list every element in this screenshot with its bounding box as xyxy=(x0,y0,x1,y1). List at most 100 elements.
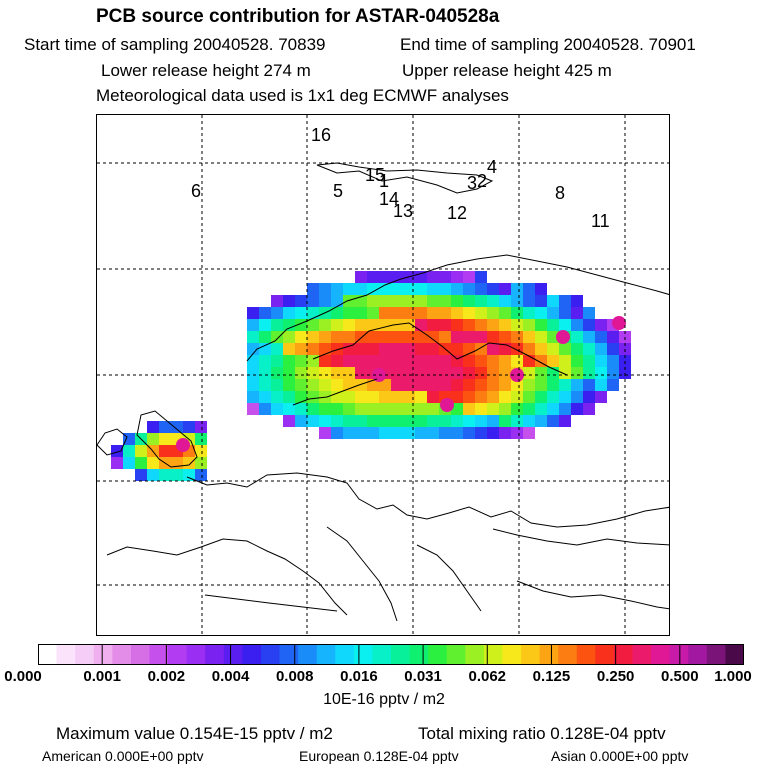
plume-cell xyxy=(391,403,403,415)
plume-cell xyxy=(331,295,343,307)
plume-cell xyxy=(307,367,319,379)
plume-cell xyxy=(195,445,207,457)
plume-cell xyxy=(427,331,439,343)
plume-cell xyxy=(391,379,403,391)
concentration-field xyxy=(111,271,631,481)
colorbar-unit: 10E-16 pptv / m2 xyxy=(323,691,445,708)
plume-cell xyxy=(427,427,439,439)
plume-cell xyxy=(123,457,135,469)
point-label: 16 xyxy=(311,125,331,145)
plume-cell xyxy=(463,379,475,391)
plume-cell xyxy=(607,355,619,367)
plume-cell xyxy=(487,379,499,391)
plume-hotspot xyxy=(440,398,454,412)
colorbar-swatch xyxy=(186,644,206,665)
plume-cell xyxy=(451,283,463,295)
plume-cell xyxy=(439,307,451,319)
colorbar-swatch xyxy=(539,644,559,665)
plume-cell xyxy=(391,415,403,427)
point-label: 15 xyxy=(365,165,385,185)
map-panel: 16 6 5 15 1 2 3 4 14 13 12 8 11 xyxy=(96,114,670,636)
plume-cell xyxy=(511,307,523,319)
plume-cell xyxy=(331,379,343,391)
plume-cell xyxy=(355,343,367,355)
plume-cell xyxy=(415,307,427,319)
plume-cell xyxy=(511,283,523,295)
plume-cell xyxy=(559,343,571,355)
plume-cell xyxy=(159,433,171,445)
plume-cell xyxy=(259,367,271,379)
plume-cell xyxy=(499,367,511,379)
plume-cell xyxy=(595,355,607,367)
plume-cell xyxy=(247,343,259,355)
plume-cell xyxy=(295,367,307,379)
european-contribution: European 0.128E-04 pptv xyxy=(299,748,459,764)
plume-cell xyxy=(319,427,331,439)
plume-cell xyxy=(343,283,355,295)
plume-cell xyxy=(355,319,367,331)
plume-cell xyxy=(283,319,295,331)
plume-cell xyxy=(571,307,583,319)
plume-cell xyxy=(367,283,379,295)
plume-cell xyxy=(307,415,319,427)
colorbar-swatch xyxy=(409,644,429,665)
plume-cell xyxy=(367,427,379,439)
plume-cell xyxy=(523,331,535,343)
plume-cell xyxy=(487,391,499,403)
plume-cell xyxy=(307,295,319,307)
plume-cell xyxy=(307,307,319,319)
plume-cell xyxy=(547,307,559,319)
plume-cell xyxy=(283,331,295,343)
plume-cell xyxy=(135,445,147,457)
colorbar-swatch xyxy=(316,644,336,665)
plume-cell xyxy=(451,391,463,403)
plume-cell xyxy=(283,403,295,415)
plume-cell xyxy=(451,379,463,391)
plume-cell xyxy=(379,271,391,283)
plume-cell xyxy=(171,469,183,481)
plume-cell xyxy=(439,271,451,283)
plume-cell xyxy=(511,355,523,367)
plume-cell xyxy=(391,391,403,403)
plume-cell xyxy=(571,391,583,403)
plume-cell xyxy=(379,331,391,343)
plume-cell xyxy=(319,283,331,295)
plume-cell xyxy=(463,355,475,367)
plume-cell xyxy=(147,457,159,469)
plume-cell xyxy=(295,391,307,403)
plume-cell xyxy=(403,403,415,415)
colorbar-swatch xyxy=(465,644,485,665)
point-label: 6 xyxy=(191,181,201,201)
plume-cell xyxy=(355,307,367,319)
plume-cell xyxy=(511,415,523,427)
point-label: 3 xyxy=(467,173,477,193)
plume-cell xyxy=(379,295,391,307)
plume-cell xyxy=(391,331,403,343)
start-time: Start time of sampling 20040528. 70839 xyxy=(24,35,326,54)
plume-cell xyxy=(523,319,535,331)
lat-lon-grid xyxy=(97,115,669,635)
plume-cell xyxy=(463,307,475,319)
plume-cell xyxy=(319,319,331,331)
plume-cell xyxy=(451,331,463,343)
plume-cell xyxy=(595,343,607,355)
plume-cell xyxy=(195,433,207,445)
plume-cell xyxy=(475,283,487,295)
plume-cell xyxy=(391,283,403,295)
plume-cell xyxy=(415,319,427,331)
plume-cell xyxy=(367,307,379,319)
plume-cell xyxy=(439,283,451,295)
colorbar-swatch xyxy=(260,644,281,665)
plume-cell xyxy=(571,331,583,343)
plume-cell xyxy=(559,319,571,331)
plume-cell xyxy=(367,319,379,331)
plume-cell xyxy=(379,283,391,295)
plume-cell xyxy=(195,421,207,433)
plume-hotspot xyxy=(556,330,570,344)
plume-cell xyxy=(463,367,475,379)
plume-cell xyxy=(295,295,307,307)
colorbar-swatch xyxy=(688,644,708,665)
plume-cell xyxy=(607,379,619,391)
plume-cell xyxy=(547,295,559,307)
point-label: 13 xyxy=(393,201,413,221)
